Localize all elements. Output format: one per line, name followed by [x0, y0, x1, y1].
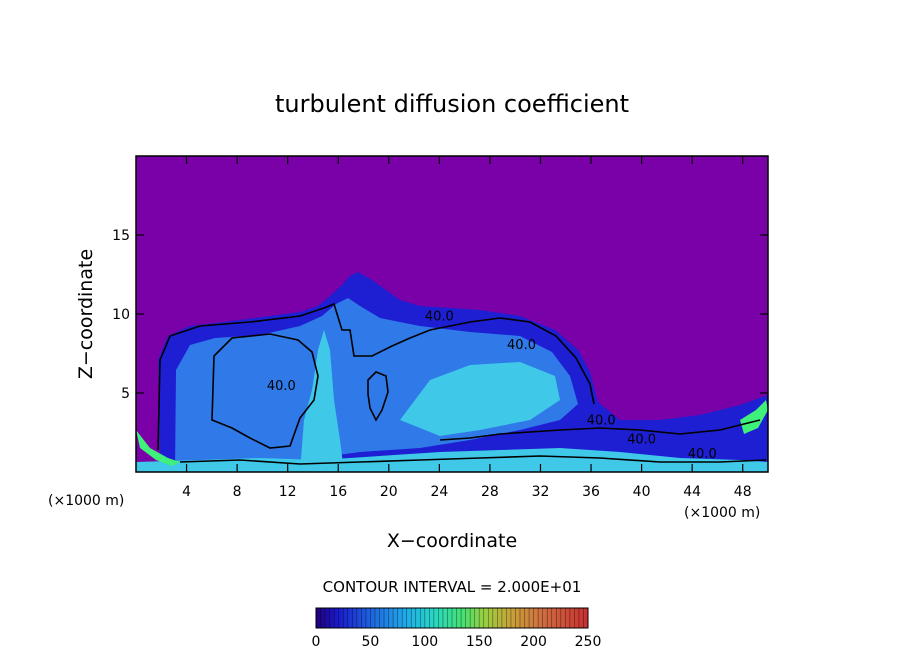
field-right-green — [740, 400, 768, 434]
contour-labels: 40.0 40.0 40.0 40.0 40.0 40.0 — [267, 309, 717, 461]
colorbar-tick-label: 150 — [466, 634, 493, 650]
colorbar: 0 50 100 150 200 250 — [312, 607, 602, 650]
contour-lower — [439, 419, 761, 441]
x-tick-label: 40 — [633, 484, 651, 500]
y-tick-label: 10 — [112, 307, 130, 323]
contour-label: 40.0 — [425, 309, 454, 324]
x-unit-label-right: (×1000 m) — [684, 505, 760, 521]
contour-center — [367, 371, 389, 422]
x-tick-label: 48 — [734, 484, 752, 500]
y-axis-ticks: 5 10 15 — [112, 228, 768, 402]
field-near-ground — [136, 448, 768, 472]
contour-label: 40.0 — [688, 447, 717, 462]
colorbar-ticks: 0 50 100 150 200 250 — [312, 634, 602, 650]
x-tick-label: 16 — [329, 484, 347, 500]
colorbar-tick-label: 0 — [312, 634, 321, 650]
contour-label: 40.0 — [267, 379, 296, 394]
x-tick-label: 44 — [683, 484, 701, 500]
y-axis-label: Z−coordinate — [75, 249, 97, 379]
field-cyan-band — [400, 362, 560, 436]
colorbar-tick-label: 200 — [520, 634, 547, 650]
contour-interval-label: CONTOUR INTERVAL = 2.000E+01 — [323, 578, 582, 596]
field-left-green — [136, 430, 180, 466]
x-axis-ticks: 4 8 12 16 20 24 28 32 36 40 44 48 — [182, 156, 752, 500]
contour-label: 40.0 — [507, 338, 536, 353]
chart-title: turbulent diffusion coefficient — [275, 90, 629, 118]
contour-label: 40.0 — [627, 433, 656, 448]
contour-label: 40.0 — [587, 414, 616, 429]
x-unit-label-left: (×1000 m) — [48, 493, 124, 509]
colorbar-tick-label: 100 — [411, 634, 438, 650]
field-column — [300, 330, 344, 472]
x-axis-label: X−coordinate — [387, 530, 517, 552]
y-tick-label: 15 — [112, 228, 130, 244]
x-tick-label: 24 — [430, 484, 448, 500]
contour-inner-left — [211, 333, 319, 449]
x-tick-label: 32 — [532, 484, 550, 500]
x-tick-label: 8 — [233, 484, 242, 500]
colorbar-tick-label: 50 — [361, 634, 379, 650]
colorbar-frame — [315, 607, 589, 629]
contour-ground — [179, 455, 767, 465]
colorbar-tick-label: 250 — [575, 634, 602, 650]
x-tick-label: 20 — [380, 484, 398, 500]
x-tick-label: 28 — [481, 484, 499, 500]
contour-lines — [157, 302, 767, 465]
x-tick-label: 12 — [279, 484, 297, 500]
colorbar-stripes — [320, 608, 584, 628]
x-tick-label: 4 — [182, 484, 191, 500]
contour-outer — [157, 302, 595, 451]
plot-area: 40.0 40.0 40.0 40.0 40.0 40.0 — [136, 156, 768, 472]
y-tick-label: 5 — [121, 386, 130, 402]
x-tick-label: 36 — [582, 484, 600, 500]
